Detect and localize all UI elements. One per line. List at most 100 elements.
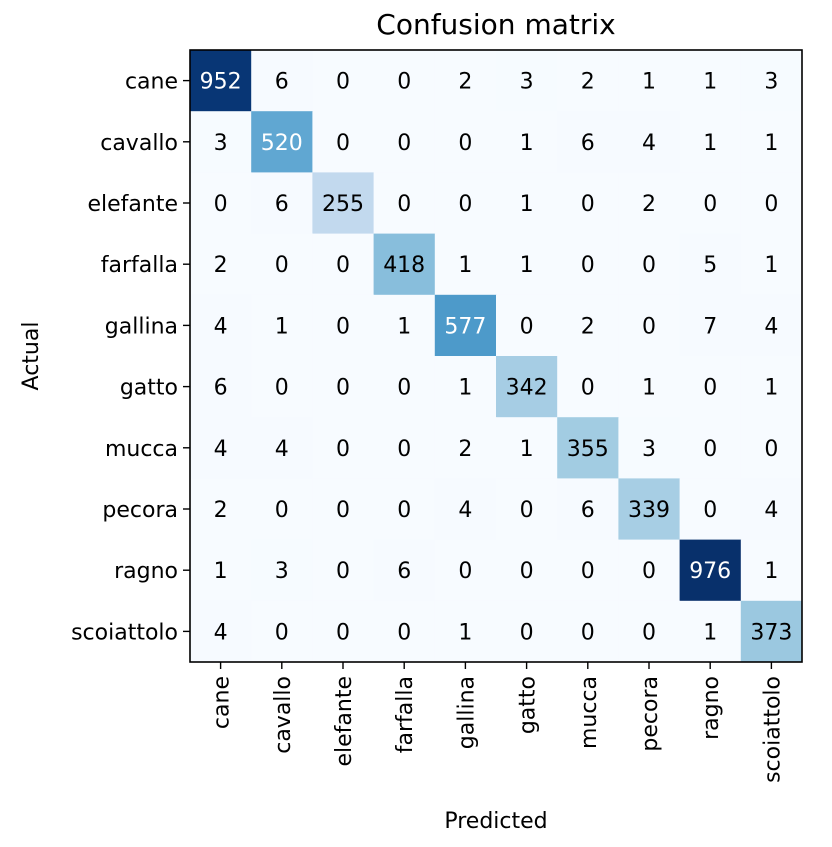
heatmap-cell [496,417,558,479]
cell-value-label: 2 [214,253,228,278]
heatmap-cell [373,417,436,479]
heatmap-cell [618,417,681,479]
heatmap-cell [679,356,742,418]
heatmap-cell [496,294,558,357]
heatmap-cell [190,50,252,112]
y-tick-label: mucca [105,437,178,462]
cell-value-label: 0 [703,437,717,462]
heatmap-cell [618,50,681,112]
heatmap-cell [496,233,558,296]
heatmap-cell [251,417,313,479]
cell-value-label: 3 [764,70,778,95]
cell-value-label: 1 [397,314,411,339]
cell-value-label: 0 [336,253,350,278]
heatmap-cell [740,478,803,541]
cell-value-label: 1 [520,192,534,217]
y-axis-label: Actual [19,322,44,391]
cell-value-label: 0 [764,192,778,217]
cell-value-label: 1 [458,620,472,645]
cell-value-label: 339 [628,498,670,523]
plot-frame [189,49,803,663]
cell-value-label: 6 [275,192,289,217]
cell-value-label: 976 [689,559,731,584]
cell-value-label: 0 [642,559,656,584]
cell-value-label: 255 [322,192,364,217]
heatmap-cell [434,50,497,112]
heatmap-cell [190,600,252,663]
heatmap-cell [251,539,313,602]
cell-value-label: 0 [520,620,534,645]
heatmap-cell [679,600,742,663]
y-tick-label: gallina [105,314,178,339]
cell-value-label: 0 [275,620,289,645]
cell-value-label: 7 [703,314,717,339]
cell-value-label: 1 [764,376,778,401]
heatmap-cell [251,294,313,357]
heatmap-cell [618,356,681,418]
cell-value-label: 3 [642,437,656,462]
x-tick-label: ragno [699,676,724,740]
cell-value-label: 0 [336,70,350,95]
heatmap-cell [434,600,497,663]
x-axis-ticks: cane cavallo elefante farfalla gallina gatto m… [210,662,785,783]
heatmap-cell [190,539,252,602]
cell-value-label: 2 [581,314,595,339]
heatmap-cell [679,294,742,357]
heatmap-cell [434,478,497,541]
cell-value-label: 6 [214,376,228,401]
cell-value-label: 1 [764,131,778,156]
cell-value-label: 342 [506,376,548,401]
heatmap-cell [190,172,252,235]
heatmap-cell [740,539,803,602]
heatmap-cell [740,111,803,173]
cell-value-label: 0 [275,253,289,278]
y-tick-label: elefante [87,192,178,217]
cell-value-label: 2 [458,437,472,462]
cell-value-label: 373 [750,620,792,645]
cell-value-label: 0 [397,620,411,645]
heatmap-cell [618,233,681,296]
cell-value-label: 6 [397,559,411,584]
heatmap-cell [312,356,375,418]
cell-value-label: 0 [520,559,534,584]
x-tick-label: cane [210,676,235,729]
cell-value-label: 0 [336,620,350,645]
heatmap-cell [434,356,497,418]
heatmap-cell [496,600,558,663]
cell-value-label: 4 [764,314,778,339]
cell-value-label: 4 [642,131,656,156]
heatmap-cell [434,111,497,173]
cell-value-label: 520 [261,131,303,156]
heatmap-cell [618,111,681,173]
heatmap-cell [373,50,436,112]
heatmap-cell [679,539,742,602]
cell-value-label: 1 [642,376,656,401]
heatmap-cells: 952 6 0 0 2 3 2 1 1 33 520 0 0 0 1 6 4 1 10 6 255 0 0 1 0 2 0 02 0 0 4… [190,50,803,663]
cell-value-label: 3 [275,559,289,584]
heatmap-cell [434,539,497,602]
cell-value-label: 0 [336,131,350,156]
cell-value-label: 2 [581,70,595,95]
cell-value-label: 4 [214,314,228,339]
cell-value-label: 1 [458,253,472,278]
cell-value-label: 0 [336,314,350,339]
heatmap-cell [434,233,497,296]
cell-value-label: 0 [581,253,595,278]
heatmap-cell [251,478,313,541]
heatmap-cell [496,172,558,235]
heatmap-cell [740,600,803,663]
heatmap-cell [557,233,619,296]
y-tick-label: pecora [102,498,178,523]
heatmap-cell [312,539,375,602]
heatmap-cell [496,356,558,418]
heatmap-cell [740,356,803,418]
cell-value-label: 0 [581,376,595,401]
cell-value-label: 0 [581,559,595,584]
heatmap-cell [557,50,619,112]
heatmap-cell [373,356,436,418]
heatmap-cell [557,600,619,663]
heatmap-cell [190,417,252,479]
cell-value-label: 1 [764,253,778,278]
cell-value-label: 0 [703,376,717,401]
